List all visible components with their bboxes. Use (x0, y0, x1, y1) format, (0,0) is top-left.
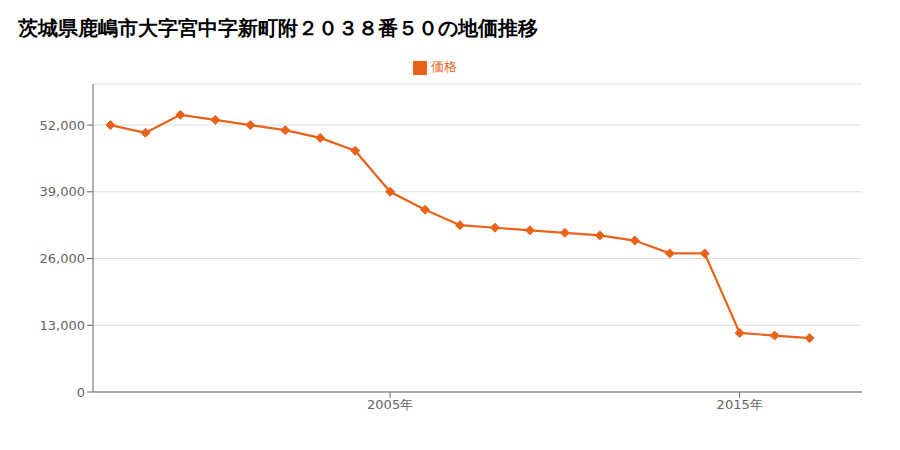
svg-text:26,000: 26,000 (40, 251, 86, 266)
svg-text:52,000: 52,000 (40, 118, 86, 133)
svg-text:2015年: 2015年 (717, 397, 763, 412)
svg-text:39,000: 39,000 (40, 184, 86, 199)
svg-text:0: 0 (77, 385, 85, 400)
svg-text:2005年: 2005年 (367, 397, 413, 412)
html-text:茨城県鹿嶋市大字宮中字新町附２０３８番５０の地価推移: 茨城県鹿嶋市大字宮中字新町附２０３８番５０の地価推移 (18, 16, 538, 40)
html-text:価格: 価格 (431, 59, 457, 74)
svg-text:13,000: 13,000 (40, 318, 86, 333)
